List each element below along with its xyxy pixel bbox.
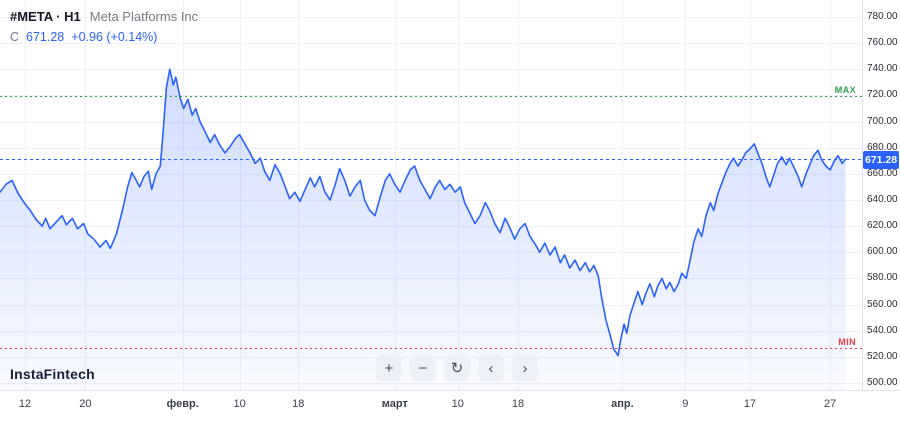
price-axis-label: 620.00: [867, 220, 898, 232]
time-axis-label: 12: [18, 398, 32, 410]
time-axis-label: 27: [823, 398, 837, 410]
price-axis-label: 540.00: [867, 324, 898, 336]
company-name: Meta Platforms Inc: [89, 9, 199, 24]
price-axis-label: 680.00: [867, 141, 898, 153]
minus-icon: −: [418, 359, 428, 377]
zoom-out-button[interactable]: −: [410, 355, 436, 381]
time-axis-label: 17: [743, 398, 757, 410]
price-axis-label: 600.00: [867, 246, 898, 258]
chevron-left-icon: ‹: [488, 359, 494, 377]
close-prefix-label: C: [10, 30, 20, 44]
price-axis-label: 720.00: [867, 89, 898, 101]
time-axis-label: март: [381, 398, 408, 410]
plus-icon: +: [384, 359, 394, 377]
time-axis-label: 10: [233, 398, 246, 410]
time-axis-label: 9: [682, 398, 689, 410]
reset-icon: ↻: [450, 360, 464, 377]
time-axis-label: 20: [79, 398, 92, 410]
price-axis-label: 520.00: [867, 350, 898, 362]
instrument-header: #META · H1 Meta Platforms Inc C 671.28 +…: [10, 9, 198, 44]
price-axis-border: [862, 0, 863, 390]
time-axis-label: апр.: [611, 398, 634, 410]
price-axis-label: 780.00: [867, 11, 898, 22]
price-change-value: +0.96 (+0.14%): [71, 30, 158, 44]
time-axis-label: 18: [292, 398, 305, 410]
price-axis[interactable]: 671.28 780.00 760.00 740.00 720.00 700.00 680…: [863, 0, 900, 390]
time-axis-border: [0, 390, 900, 391]
max-price-label: MAX: [834, 84, 856, 95]
min-price-label: MIN: [838, 336, 856, 347]
time-axis-label: 10: [451, 398, 464, 410]
chevron-right-icon: ›: [522, 359, 528, 377]
last-price-value: 671.28: [26, 30, 65, 44]
time-axis-label: февр.: [166, 398, 199, 410]
price-axis-label: 700.00: [867, 115, 898, 127]
pan-left-button[interactable]: ‹: [478, 355, 504, 381]
chart-plot-area[interactable]: MAX MIN #META · H1 Meta Platforms Inc C …: [0, 0, 862, 390]
brand-logo: InstaFintech: [10, 366, 95, 382]
zoom-in-button[interactable]: +: [376, 355, 402, 381]
time-axis[interactable]: 12 20 февр. 10 18 март 10 18 апр. 9 17 27: [0, 391, 900, 432]
current-price-badge: 671.28: [863, 150, 899, 169]
price-axis-label: 580.00: [867, 272, 898, 284]
price-axis-label: 760.00: [867, 37, 898, 49]
time-axis-label: 18: [511, 398, 525, 410]
price-axis-label: 500.00: [867, 377, 898, 388]
pan-right-button[interactable]: ›: [512, 355, 538, 381]
price-axis-label: 660.00: [867, 167, 898, 179]
price-chart-svg: [0, 0, 862, 390]
price-axis-label: 560.00: [867, 298, 898, 310]
symbol-timeframe-title: #META · H1: [10, 9, 81, 24]
reset-view-button[interactable]: ↻: [444, 355, 470, 381]
price-axis-label: 740.00: [867, 63, 898, 75]
chart-toolbar: + − ↻ ‹ ›: [376, 355, 538, 381]
price-axis-label: 640.00: [867, 194, 898, 205]
